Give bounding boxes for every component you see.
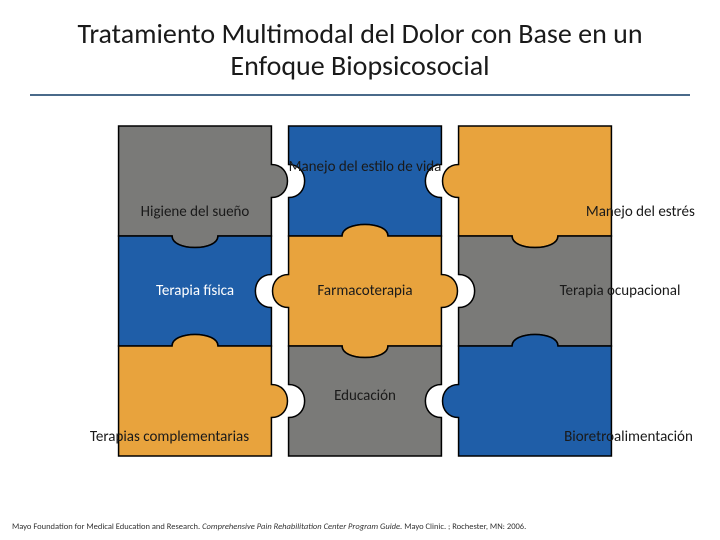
citation-suffix: Mayo Clinic. ; Rochester, MN: 2006. — [404, 522, 526, 532]
slide-title: Tratamiento Multimodal del Dolor con Bas… — [0, 0, 720, 90]
title-underline — [30, 94, 690, 96]
puzzle-diagram: Higiene del sueño Manejo del estilo de vi… — [0, 106, 720, 476]
puzzle-label-mid-mid: Farmacoterapia — [317, 282, 412, 300]
puzzle-label-bot-left: Terapias complementarias — [90, 428, 249, 446]
slide: Tratamiento Multimodal del Dolor con Bas… — [0, 0, 720, 540]
puzzle-piece-bot-right — [428, 324, 642, 478]
citation-italic: Comprehensive Pain Rehabilitation Center… — [202, 522, 402, 532]
puzzle-label-bot-right: Bioretroalimentación — [564, 428, 693, 446]
puzzle-label-mid-right: Terapia ocupacional — [560, 282, 681, 300]
puzzle-label-top-mid: Manejo del estilo de vida — [289, 158, 442, 176]
citation-prefix: Mayo Foundation for Medical Education an… — [12, 522, 202, 532]
puzzle-label-top-right: Manejo del estrés — [586, 203, 695, 221]
citation: Mayo Foundation for Medical Education an… — [12, 522, 708, 532]
puzzle-label-bot-mid: Educación — [334, 387, 396, 405]
puzzle-label-mid-left: Terapia física — [156, 282, 234, 300]
puzzle-label-top-left: Higiene del sueño — [141, 203, 250, 221]
